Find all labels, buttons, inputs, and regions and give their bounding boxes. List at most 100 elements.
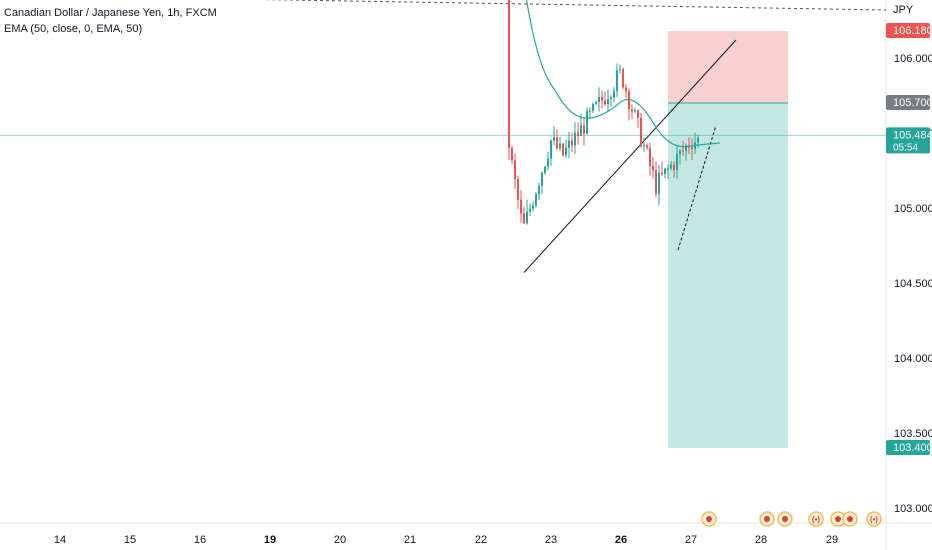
price-tick-label: 106.000 bbox=[894, 53, 932, 65]
candle-body bbox=[538, 186, 540, 195]
candle-body bbox=[613, 90, 615, 98]
time-tick-label: 27 bbox=[685, 534, 697, 546]
time-axis: 14 15 16 19 20 21 22 23 26 27 28 29 bbox=[54, 534, 838, 546]
take-profit-zone bbox=[668, 103, 788, 448]
candle-body bbox=[682, 150, 684, 152]
price-tick-label: 105.000 bbox=[894, 203, 932, 215]
candle-body bbox=[649, 147, 651, 167]
candle-body bbox=[556, 137, 558, 149]
canada-flag-icon[interactable]: (•) bbox=[808, 511, 824, 527]
candle-body bbox=[640, 117, 642, 147]
candle-body bbox=[577, 132, 579, 136]
candle-body bbox=[574, 132, 576, 146]
candle-body bbox=[592, 103, 594, 111]
candle-body bbox=[532, 205, 534, 209]
candle-body bbox=[676, 154, 678, 170]
candle-body bbox=[547, 158, 549, 167]
candle-body bbox=[634, 110, 636, 112]
candle-body bbox=[580, 125, 582, 136]
entry-price-badge bbox=[886, 95, 930, 110]
candle-body bbox=[526, 211, 528, 224]
candle-body bbox=[550, 140, 552, 159]
candle-body bbox=[619, 68, 621, 71]
canada-flag-icon[interactable]: (•) bbox=[866, 511, 882, 527]
time-tick-label: 23 bbox=[545, 534, 557, 546]
candle-body bbox=[664, 168, 666, 175]
candle-body bbox=[691, 147, 693, 149]
candle-body bbox=[589, 110, 591, 112]
candle-body bbox=[625, 87, 627, 92]
time-tick-label: 28 bbox=[755, 534, 767, 546]
drawing-lines bbox=[0, 0, 887, 273]
flag-glyph: (•) bbox=[812, 515, 820, 524]
candle-body bbox=[535, 194, 537, 206]
event-icon[interactable] bbox=[777, 511, 793, 527]
chart-legend: Canadian Dollar / Japanese Yen, 1h, FXCM… bbox=[4, 5, 217, 37]
candle-body bbox=[607, 99, 609, 105]
price-tick-label: 104.500 bbox=[894, 278, 932, 290]
event-icon-dot bbox=[706, 516, 712, 522]
stop-loss-zone bbox=[668, 31, 788, 103]
time-tick-label: 20 bbox=[334, 534, 346, 546]
candle-body bbox=[517, 179, 519, 200]
time-tick-label: 15 bbox=[124, 534, 136, 546]
candle-body bbox=[595, 102, 597, 104]
descending-dashed-trendline bbox=[259, 0, 887, 11]
time-tick-label: 26 bbox=[615, 534, 627, 546]
candle-body bbox=[520, 199, 522, 214]
target-price-label: 103.400 bbox=[893, 442, 932, 454]
candle-body bbox=[529, 208, 531, 212]
candle-body bbox=[661, 172, 663, 175]
time-tick-label: 21 bbox=[404, 534, 416, 546]
stop-price-label: 106.180 bbox=[893, 25, 932, 37]
candlestick-series bbox=[508, 0, 699, 225]
candle-body bbox=[598, 96, 600, 103]
ema-indicator-label[interactable]: EMA (50, close, 0, EMA, 50) bbox=[4, 23, 143, 35]
candle-body bbox=[655, 170, 657, 194]
candle-body bbox=[511, 148, 513, 161]
candle-body bbox=[646, 145, 648, 148]
candle-body bbox=[622, 68, 624, 88]
candle-body bbox=[658, 172, 660, 194]
event-markers: (•) (•) bbox=[701, 511, 882, 527]
ema-line bbox=[525, 0, 721, 148]
event-icon[interactable] bbox=[701, 511, 717, 527]
candle-body bbox=[679, 150, 681, 155]
candle-body bbox=[565, 147, 567, 156]
candle-body bbox=[508, 0, 510, 148]
candle-body bbox=[670, 164, 672, 169]
candle-body bbox=[559, 143, 561, 149]
event-icon-dot bbox=[847, 516, 853, 522]
event-icon-dot bbox=[764, 516, 770, 522]
event-icon[interactable] bbox=[842, 511, 858, 527]
time-tick-label: 14 bbox=[54, 534, 66, 546]
candle-body bbox=[610, 97, 612, 100]
event-icon[interactable] bbox=[759, 511, 775, 527]
candle-body bbox=[568, 140, 570, 148]
candle-body bbox=[637, 110, 639, 118]
candle-body bbox=[616, 70, 618, 91]
canada-flag-icon-ring bbox=[808, 511, 824, 527]
symbol-title: Canadian Dollar / Japanese Yen, 1h, FXCM bbox=[4, 7, 217, 19]
event-icon-dot bbox=[782, 516, 788, 522]
event-icon[interactable] bbox=[830, 511, 846, 527]
time-tick-label: 22 bbox=[475, 534, 487, 546]
current-price-label: 105.484 bbox=[893, 129, 932, 141]
candle-body bbox=[673, 164, 675, 170]
ema-line-group bbox=[525, 0, 721, 148]
candle-body bbox=[553, 137, 555, 141]
candle-body bbox=[544, 166, 546, 173]
target-price-badge bbox=[886, 440, 930, 455]
candle-body bbox=[523, 213, 525, 224]
position-zones bbox=[668, 31, 788, 448]
price-tick-label: 104.000 bbox=[894, 353, 932, 365]
time-tick-label: 16 bbox=[194, 534, 206, 546]
candle-body bbox=[697, 137, 699, 143]
price-axis: JPY106.000105.500105.000104.500104.00010… bbox=[886, 4, 932, 515]
canada-flag-icon-ring bbox=[866, 511, 882, 527]
stop-price-badge bbox=[886, 23, 930, 38]
current-price-countdown: 05:54 bbox=[893, 142, 918, 153]
current-price-badge bbox=[886, 127, 930, 154]
